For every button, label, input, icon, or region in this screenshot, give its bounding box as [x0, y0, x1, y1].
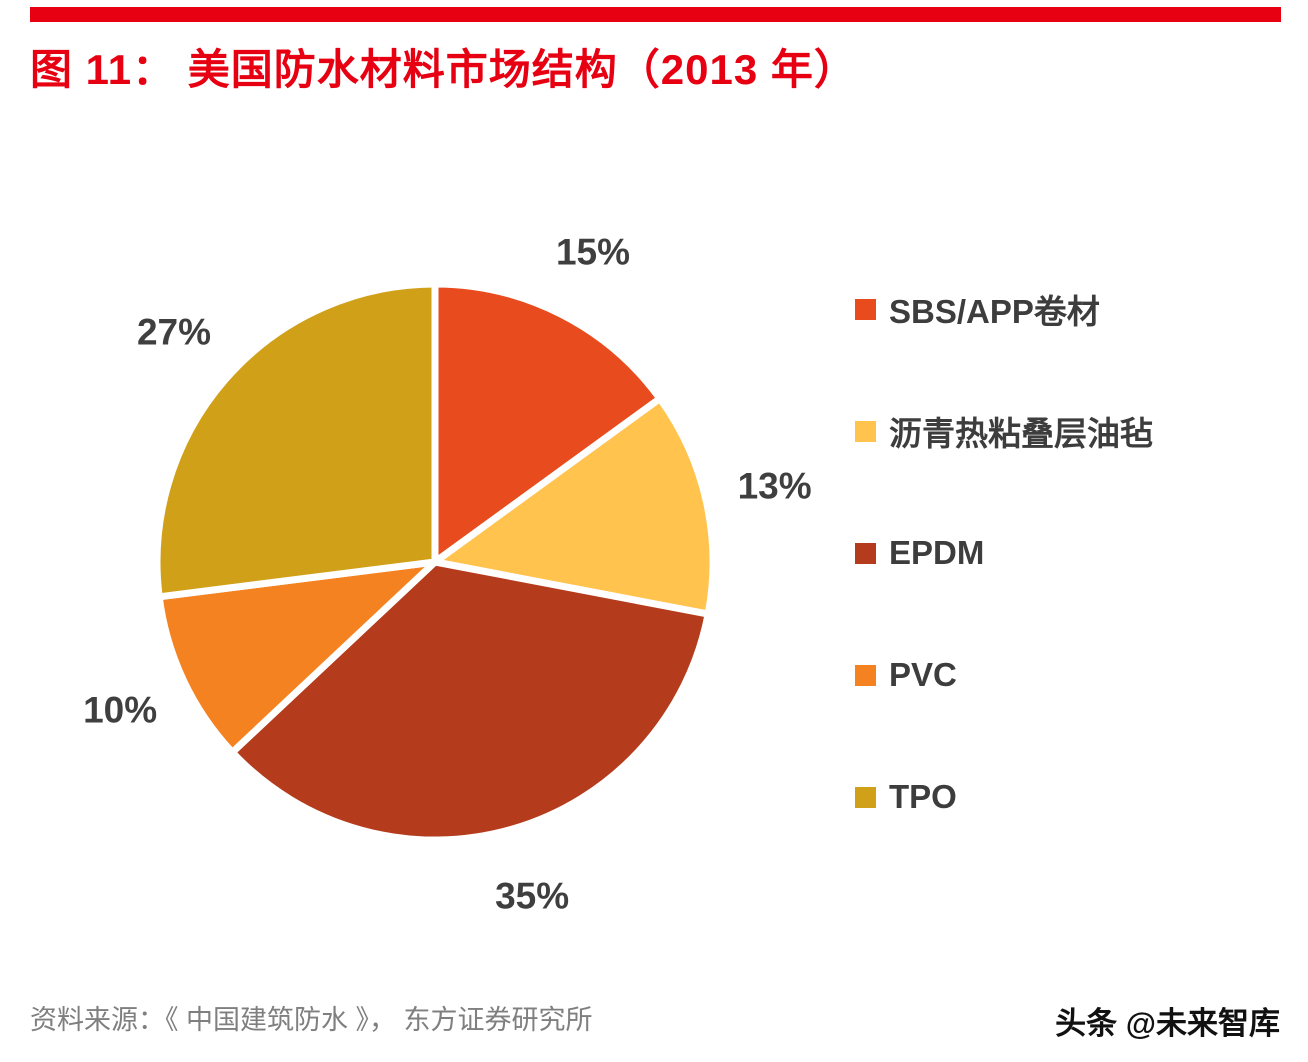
source-note: 资料来源：《 中国建筑防水 》， 东方证券研究所 — [30, 1005, 593, 1035]
figure-title: 图 11： 美国防水材料市场结构（2013 年） — [30, 46, 857, 93]
legend-swatch — [855, 420, 876, 442]
slice-percent-label-沥青热粘叠层油毡: 13% — [738, 466, 812, 507]
pie-slice-TPO — [153, 280, 439, 601]
legend-item-PVC: PVC — [855, 654, 1153, 696]
pie-slice-SBS/APP卷材 — [431, 280, 664, 566]
watermark-label: 头条 @未来智库 — [1055, 1006, 1280, 1041]
legend-item-TPO: TPO — [855, 776, 1153, 818]
slice-percent-label-TPO: 27% — [137, 311, 211, 352]
legend-swatch — [855, 542, 876, 564]
legend-item-沥青热粘叠层油毡: 沥青热粘叠层油毡 — [855, 410, 1153, 452]
slice-percent-label-EPDM: 35% — [495, 876, 569, 917]
title-accent-bar — [30, 7, 1281, 22]
legend-label: TPO — [889, 778, 957, 815]
pie-slice-PVC — [155, 558, 439, 756]
pie-slice-沥青热粘叠层油毡 — [431, 395, 717, 618]
pie-chart: 15% 13% 35% 10% 27% — [83, 231, 812, 917]
legend-item-EPDM: EPDM — [855, 532, 1153, 574]
legend-label: SBS/APP卷材 — [889, 293, 1100, 330]
legend-item-SBS/APP卷材: SBS/APP卷材 — [855, 288, 1153, 330]
legend-swatch — [855, 298, 876, 320]
pie-slice-EPDM — [228, 558, 712, 844]
legend-label: PVC — [889, 656, 957, 693]
legend-label: 沥青热粘叠层油毡 — [889, 415, 1153, 452]
legend-swatch — [855, 786, 876, 808]
legend-label: EPDM — [889, 534, 985, 571]
chart-legend: SBS/APP卷材沥青热粘叠层油毡 EPDM PVC TPO — [855, 288, 1153, 898]
slice-percent-label-SBS/APP卷材: 15% — [556, 231, 630, 272]
legend-swatch — [855, 664, 876, 686]
slice-percent-label-PVC: 10% — [83, 690, 157, 731]
